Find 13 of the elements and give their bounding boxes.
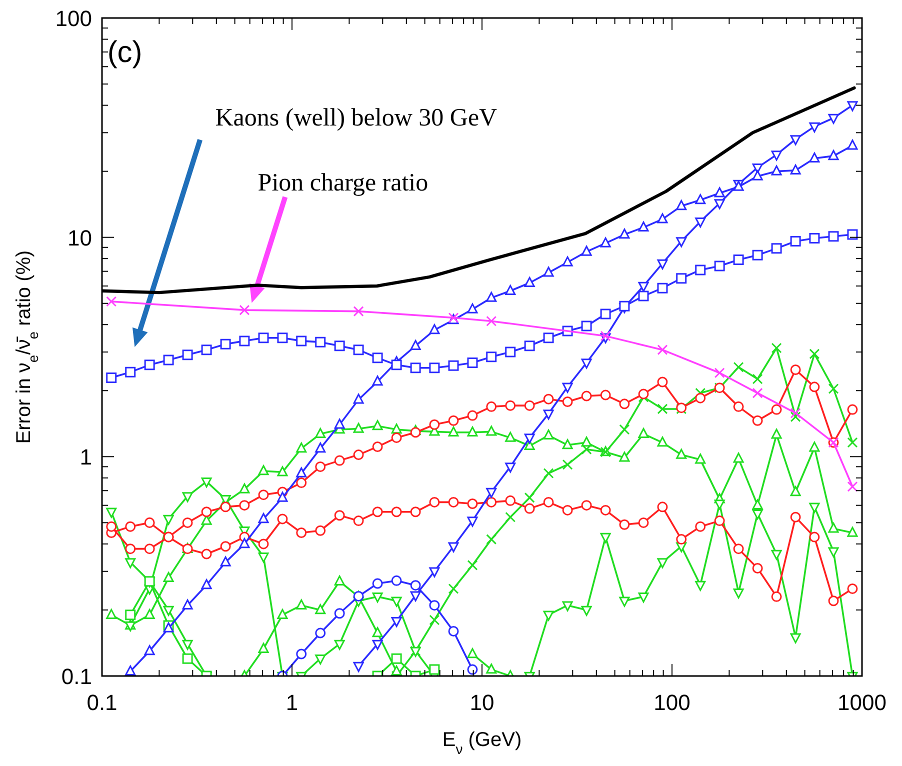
x-tick-label: 1000 bbox=[838, 690, 886, 715]
annotation: (c) bbox=[107, 36, 142, 70]
x-tick-label: 1 bbox=[286, 690, 298, 715]
x-tick-label: 10 bbox=[470, 690, 494, 715]
y-tick-label: 10 bbox=[68, 225, 92, 250]
x-tick-label: 100 bbox=[654, 690, 690, 715]
x-axis-title: E$_{ν}$ (GeV) bbox=[442, 729, 522, 757]
y-tick-label: 1 bbox=[80, 444, 92, 470]
y-tick-label: 100 bbox=[55, 6, 92, 31]
annotation: Pion charge ratio bbox=[258, 169, 428, 196]
y-tick-label: 0.1 bbox=[61, 664, 92, 689]
annotation: Kaons (well) below 30 GeV bbox=[215, 104, 498, 132]
x-tick-label: 0.1 bbox=[86, 690, 118, 715]
